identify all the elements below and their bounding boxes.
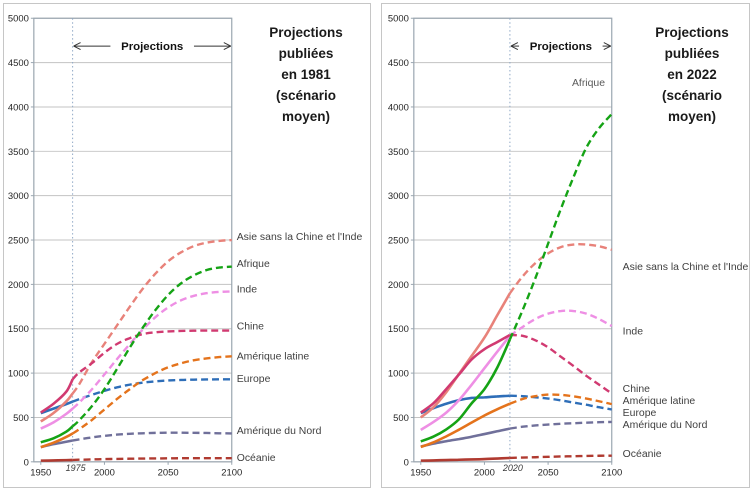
chart-title-1981: Projections publiées en 1981 (scénario moyen… [247,22,365,127]
chart-panel-2022: Projections 0 500 1000 1500 2000 2500 3000 3500 4… [381,3,750,488]
projections-annotation: Projections [121,41,183,53]
series-label: Amérique du Nord [623,420,708,431]
chart-1981-svg: Projections 0 500 1000 1500 2000 2500 3000 3500 4… [8,14,363,479]
y-tick-label: 4500 [8,58,29,69]
series-line-observed [40,392,74,423]
series-label: Europe [623,408,657,419]
series-label: Inde [237,285,258,296]
series-line-projected [71,265,232,428]
series-label: Océanie [623,449,662,460]
series-line-projected [509,454,612,460]
y-tick-label: 4000 [8,102,29,113]
x-tick-label: 2050 [158,468,179,479]
chart-title-line: (scénario [275,88,337,103]
series-line-observed [40,425,74,444]
x-tick-label: 1950 [410,468,431,479]
series-label: Afrique [237,259,270,270]
x-tick-label: 2100 [601,468,622,479]
series-line-projected [509,333,613,395]
series-line-observed [40,432,74,449]
x-tick-label: 2050 [538,468,559,479]
chart-title-2022: Projections publiées en 2022 (scénario moyen… [636,22,748,127]
series-line-observed [420,338,512,443]
series-line-observed [420,427,511,448]
y-tick-label: 5000 [8,14,29,25]
series-line-projected [509,393,613,406]
series-line-projected [72,456,232,462]
y-tick-label: 3500 [388,147,409,158]
x-tick-label: 2000 [474,468,495,479]
y-tick-label: 500 [13,413,29,424]
y-tick-label: 5000 [388,14,409,25]
y-tick-label: 4000 [388,102,409,113]
split-year-label: 1975 [66,463,86,473]
series-label: Chine [237,322,264,333]
y-tick-label: 2500 [388,236,409,247]
y-tick-label: 4500 [388,58,409,69]
series-line-observed [40,378,74,414]
y-tick-label: 0 [404,457,409,468]
series-label: Océanie [237,453,276,464]
x-tick-label: 2100 [221,468,242,479]
series-line-projected [71,238,232,395]
y-tick-label: 1500 [388,324,409,335]
plot-frame [413,17,613,463]
chart-title-line: publiées [278,46,334,61]
chart-panel-1981: Projections 0 500 1000 1500 2000 2500 3000 3500 4… [3,3,371,488]
projection-arrowheads [510,42,611,51]
series-line-observed [420,335,511,431]
split-year-label: 2020 [502,463,523,473]
series-line-projected [71,329,232,381]
y-tick-label: 2000 [8,280,29,291]
x-tick-label: 1950 [30,468,51,479]
series-label: Amérique du Nord [237,426,322,437]
series-line-projected [509,309,613,337]
series-line-observed [40,458,73,462]
y-tick-label: 500 [393,413,409,424]
y-tick-label: 1000 [8,369,29,380]
series-line-observed [420,333,511,414]
chart-title-line: moyen) [281,109,330,124]
series-line-projected [72,378,232,403]
series-label: Asie sans la Chine et l'Inde [623,262,749,273]
chart-title-line: en 2022 [667,67,717,82]
series-label: Amérique latine [237,351,310,362]
series-line-projected [72,431,232,442]
chart-title-line: en 1981 [281,67,331,82]
series-line-observed [420,456,510,462]
series-label: Chine [623,384,650,395]
y-tick-label: 0 [24,457,29,468]
x-tick-label: 2000 [94,468,115,479]
chart-title-line: Projections [655,25,729,40]
series-line-projected [71,290,232,410]
chart-title-line: (scénario [661,88,723,103]
chart-2022-svg: Projections 0 500 1000 1500 2000 2500 3000 3500 4… [388,14,749,479]
series-label: Amérique latine [623,396,696,407]
y-tick-label: 3500 [8,147,29,158]
series-label: Inde [623,327,644,338]
series-line-projected [71,355,232,435]
y-tick-label: 3000 [388,191,409,202]
y-tick-label: 1500 [8,324,29,335]
y-tick-label: 2000 [388,280,409,291]
y-tick-label: 3000 [8,191,29,202]
chart-title-line: moyen) [667,109,716,124]
series-label: Europe [237,374,271,385]
y-tick-label: 2500 [8,236,29,247]
series-line-projected [509,420,612,430]
series-line-projected [508,243,613,294]
series-label: Asie sans la Chine et l'Inde [237,232,363,243]
chart-title-line: publiées [664,46,720,61]
series-line-observed [40,407,74,430]
projection-arrowheads [73,42,231,51]
series-label: Afrique [572,78,605,89]
projections-annotation: Projections [530,41,592,53]
series-line-observed [420,402,511,449]
y-tick-label: 1000 [388,369,409,380]
series-line-projected [509,394,612,411]
series-line-projected [508,113,613,340]
chart-title-line: Projections [269,25,343,40]
